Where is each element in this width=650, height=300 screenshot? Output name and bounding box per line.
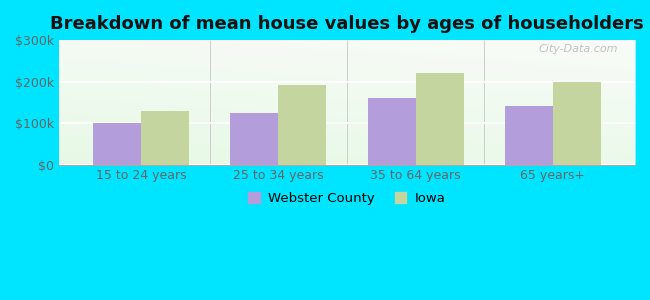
Bar bbox=[504, 106, 552, 165]
Text: City-Data.com: City-Data.com bbox=[538, 44, 617, 54]
Bar bbox=[278, 85, 326, 165]
Bar bbox=[141, 111, 189, 165]
Bar bbox=[93, 123, 141, 165]
Legend: Webster County, Iowa: Webster County, Iowa bbox=[243, 186, 450, 210]
Bar bbox=[230, 113, 278, 165]
Title: Breakdown of mean house values by ages of householders: Breakdown of mean house values by ages o… bbox=[50, 15, 644, 33]
Bar bbox=[415, 73, 463, 165]
Bar bbox=[367, 98, 415, 165]
Bar bbox=[552, 82, 601, 165]
